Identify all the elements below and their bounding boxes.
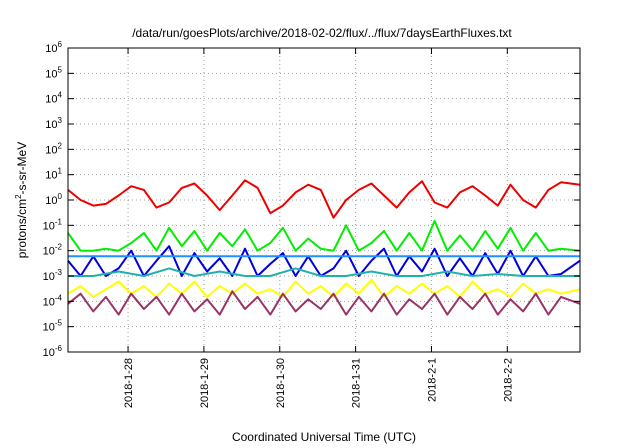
x-tick-label: 2018-1-30 xyxy=(275,358,287,408)
y-tick-label: 103 xyxy=(45,116,62,131)
y-tick-base: 10 xyxy=(43,246,55,258)
y-tick-exponent: 5 xyxy=(58,65,63,74)
y-tick-base: 10 xyxy=(43,271,55,283)
y-tick-base: 10 xyxy=(45,144,57,156)
y-tick-exponent: -2 xyxy=(55,243,63,252)
series-line-5 xyxy=(68,267,580,277)
series-line-6 xyxy=(67,278,581,298)
series-line-2 xyxy=(67,219,581,252)
series-line-7 xyxy=(67,290,581,316)
y-tick-exponent: 3 xyxy=(58,116,63,125)
y-tick-label: 100 xyxy=(45,192,62,207)
y-tick-base: 10 xyxy=(43,220,55,232)
y-tick-label: 10-1 xyxy=(43,217,63,232)
y-tick-base: 10 xyxy=(45,94,57,106)
y-tick-label: 10-5 xyxy=(43,319,63,334)
y-axis-label-rest: -s-sr-MeV xyxy=(15,142,29,195)
y-tick-base: 10 xyxy=(45,119,57,131)
y-tick-label: 10-2 xyxy=(43,243,63,258)
y-tick-label: 10-3 xyxy=(43,268,63,283)
y-axis-label-superscript: 2 xyxy=(14,194,23,199)
x-tick-label: 2018-2-1 xyxy=(426,358,438,402)
y-tick-label: 101 xyxy=(45,167,62,182)
x-tick-label: 2018-1-29 xyxy=(199,358,211,408)
y-tick-label: 10-4 xyxy=(43,293,63,308)
x-tick-label: 2018-1-31 xyxy=(351,358,363,408)
y-tick-label: 105 xyxy=(45,65,62,80)
series-layer xyxy=(67,179,581,316)
x-tick-label: 2018-1-28 xyxy=(123,358,135,408)
chart-title: /data/run/goesPlots/archive/2018-02-02/f… xyxy=(132,26,512,40)
y-tick-base: 10 xyxy=(45,43,57,55)
y-tick-exponent: -6 xyxy=(55,344,63,353)
y-tick-exponent: -5 xyxy=(55,319,63,328)
y-axis-label: protons/cm2-s-sr-MeV xyxy=(14,142,29,258)
y-tick-exponent: 6 xyxy=(58,40,63,49)
y-tick-exponent: 1 xyxy=(58,167,63,176)
y-tick-base: 10 xyxy=(43,296,55,308)
y-tick-base: 10 xyxy=(45,195,57,207)
y-tick-exponent: 4 xyxy=(58,91,63,100)
y-tick-exponent: -4 xyxy=(55,293,63,302)
y-tick-base: 10 xyxy=(45,68,57,80)
y-tick-label: 104 xyxy=(45,91,62,106)
y-tick-exponent: -3 xyxy=(55,268,63,277)
y-tick-exponent: 0 xyxy=(58,192,63,201)
y-tick-label: 10-6 xyxy=(43,344,63,359)
y-tick-exponent: 2 xyxy=(58,141,63,150)
x-axis-label: Coordinated Universal Time (UTC) xyxy=(232,430,416,444)
y-axis-label-main: protons/cm xyxy=(15,199,29,258)
series-line-1 xyxy=(67,179,581,219)
y-tick-base: 10 xyxy=(43,322,55,334)
y-tick-base: 10 xyxy=(45,170,57,182)
y-tick-exponent: -1 xyxy=(55,217,63,226)
x-tick-label: 2018-2-2 xyxy=(502,358,514,402)
y-tick-label: 106 xyxy=(45,40,62,55)
x-axis: 2018-1-28 2018-1-29 2018-1-30 2018-1-31 2018… xyxy=(123,48,514,408)
y-tick-label: 102 xyxy=(45,141,62,156)
y-axis: 10-610-510-410-310-210-11001011021031041… xyxy=(43,40,580,359)
y-tick-base: 10 xyxy=(43,347,55,359)
